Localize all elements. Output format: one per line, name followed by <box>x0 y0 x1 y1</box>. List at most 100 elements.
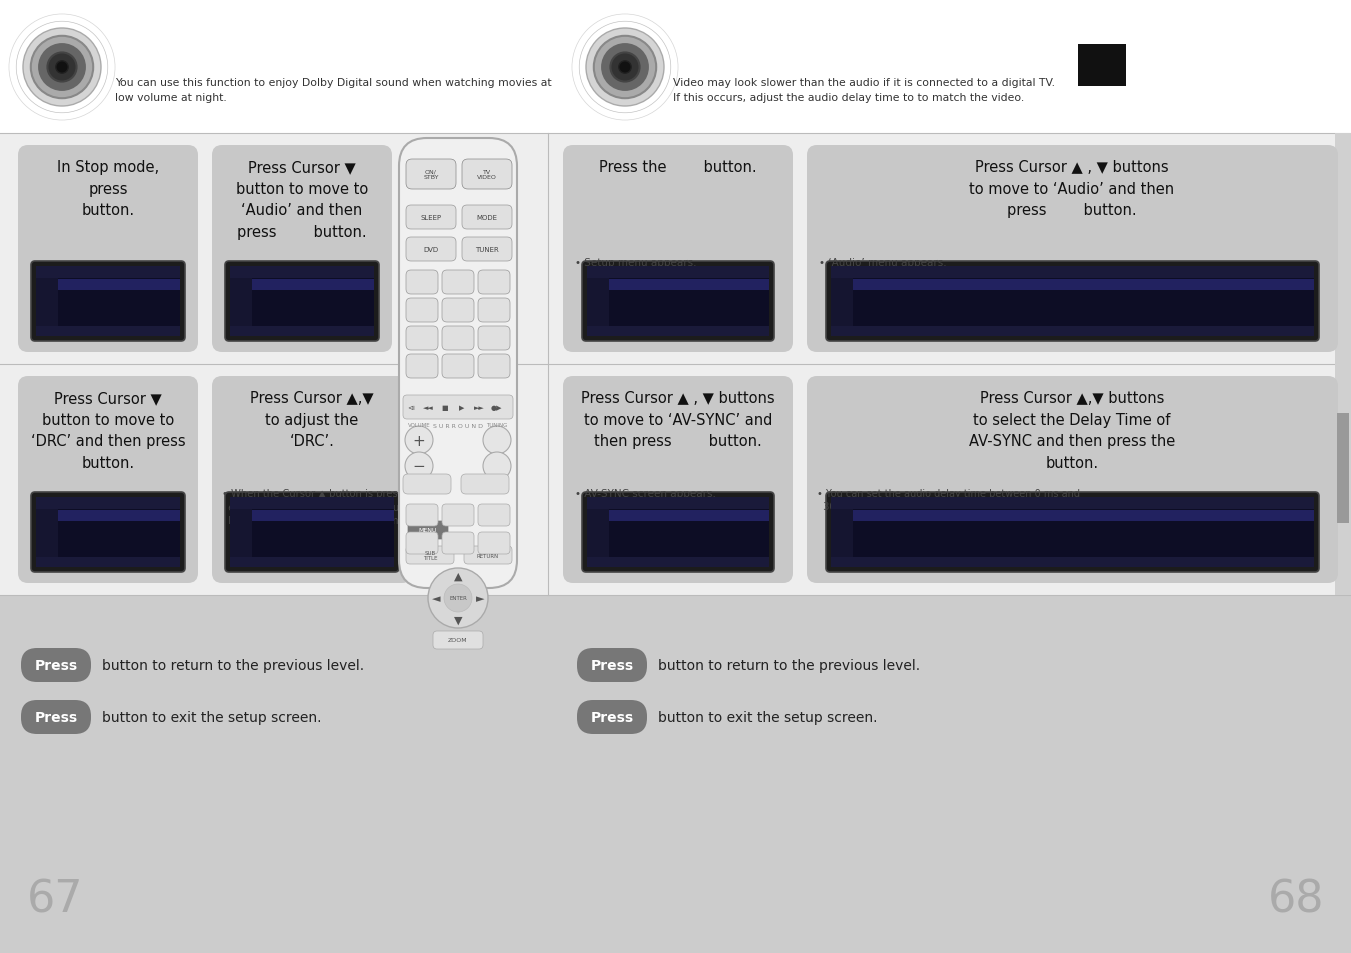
FancyBboxPatch shape <box>461 475 509 495</box>
Circle shape <box>611 53 639 83</box>
FancyBboxPatch shape <box>18 376 199 583</box>
Text: +: + <box>412 433 426 448</box>
Text: Press Cursor ▲,▼
to adjust the
‘DRC’.: Press Cursor ▲,▼ to adjust the ‘DRC’. <box>250 391 374 449</box>
Bar <box>58 533 180 544</box>
FancyBboxPatch shape <box>407 546 454 564</box>
FancyBboxPatch shape <box>212 146 392 353</box>
FancyBboxPatch shape <box>403 475 451 495</box>
Text: Press: Press <box>34 710 77 724</box>
Circle shape <box>586 29 663 107</box>
FancyBboxPatch shape <box>563 146 793 353</box>
Bar <box>0 596 1351 953</box>
FancyBboxPatch shape <box>442 327 474 351</box>
FancyBboxPatch shape <box>407 504 438 526</box>
Bar <box>58 521 180 533</box>
Bar <box>852 533 1315 544</box>
Circle shape <box>603 45 648 91</box>
Text: ▶: ▶ <box>459 405 465 411</box>
Circle shape <box>594 37 657 99</box>
FancyBboxPatch shape <box>825 493 1319 573</box>
Bar <box>58 302 180 314</box>
FancyBboxPatch shape <box>434 631 484 649</box>
FancyBboxPatch shape <box>478 504 509 526</box>
FancyBboxPatch shape <box>807 376 1337 583</box>
FancyBboxPatch shape <box>462 206 512 230</box>
Text: TUNER: TUNER <box>476 247 499 253</box>
Bar <box>230 278 253 336</box>
Text: Press Cursor ▲ , ▼ buttons
to move to ‘AV-SYNC’ and
then press        button.: Press Cursor ▲ , ▼ buttons to move to ‘A… <box>581 391 775 449</box>
FancyBboxPatch shape <box>825 262 1319 341</box>
Bar <box>230 267 374 278</box>
Bar <box>852 557 1315 567</box>
FancyBboxPatch shape <box>807 146 1337 353</box>
Bar <box>852 291 1315 302</box>
FancyBboxPatch shape <box>403 395 513 419</box>
Text: Press Cursor ▲ , ▼ buttons
to move to ‘Audio’ and then
press        button.: Press Cursor ▲ , ▼ buttons to move to ‘A… <box>970 160 1174 218</box>
Bar <box>831 267 1315 336</box>
Text: MENU: MENU <box>419 528 438 533</box>
Bar <box>609 279 769 291</box>
Bar <box>253 291 374 302</box>
FancyBboxPatch shape <box>22 648 91 682</box>
Text: ●▶: ●▶ <box>490 405 501 411</box>
Bar <box>586 497 769 567</box>
Bar <box>1337 414 1350 523</box>
Text: Press: Press <box>590 659 634 672</box>
Text: ■: ■ <box>442 405 449 411</box>
Text: −: − <box>412 459 426 474</box>
Bar <box>58 314 180 325</box>
FancyBboxPatch shape <box>442 533 474 555</box>
Bar <box>230 267 374 336</box>
Bar <box>586 327 769 336</box>
FancyBboxPatch shape <box>408 521 449 539</box>
Text: Press Cursor ▲,▼ buttons
to select the Delay Time of
AV-SYNC and then press the
: Press Cursor ▲,▼ buttons to select the D… <box>969 391 1175 471</box>
Bar <box>230 497 394 567</box>
Bar <box>58 291 180 302</box>
Text: button to return to the previous level.: button to return to the previous level. <box>101 659 365 672</box>
Bar <box>831 278 852 336</box>
FancyBboxPatch shape <box>226 262 380 341</box>
FancyBboxPatch shape <box>582 262 774 341</box>
Bar <box>609 291 769 302</box>
Bar <box>253 521 394 533</box>
Bar <box>852 545 1315 556</box>
Text: ◄◄: ◄◄ <box>423 405 434 411</box>
Circle shape <box>428 568 488 628</box>
Text: MODE: MODE <box>477 214 497 221</box>
Bar <box>0 133 1351 596</box>
FancyBboxPatch shape <box>462 237 512 262</box>
Bar <box>253 326 374 336</box>
Circle shape <box>484 427 511 455</box>
Text: ON/
STBY: ON/ STBY <box>423 170 439 180</box>
Text: • Setup menu appears.: • Setup menu appears. <box>576 257 697 268</box>
Bar <box>609 326 769 336</box>
FancyBboxPatch shape <box>31 493 185 573</box>
Text: Press: Press <box>590 710 634 724</box>
FancyBboxPatch shape <box>478 271 509 294</box>
Bar <box>253 545 394 556</box>
FancyBboxPatch shape <box>18 146 199 353</box>
Bar <box>253 510 394 521</box>
FancyBboxPatch shape <box>407 327 438 351</box>
Bar <box>230 327 374 336</box>
Circle shape <box>55 62 69 74</box>
Text: • ‘Audio’ menu appears.: • ‘Audio’ menu appears. <box>819 257 947 268</box>
Text: RETURN: RETURN <box>477 553 499 558</box>
Bar <box>1335 133 1351 596</box>
FancyBboxPatch shape <box>407 160 457 190</box>
FancyBboxPatch shape <box>399 139 517 588</box>
Bar <box>609 510 769 521</box>
Text: button to return to the previous level.: button to return to the previous level. <box>658 659 920 672</box>
FancyBboxPatch shape <box>577 700 647 734</box>
Bar <box>852 521 1315 533</box>
FancyBboxPatch shape <box>563 376 793 583</box>
Bar <box>609 533 769 544</box>
Circle shape <box>31 37 93 99</box>
Bar <box>586 497 769 510</box>
Bar <box>36 267 180 336</box>
FancyBboxPatch shape <box>407 206 457 230</box>
Text: button to exit the setup screen.: button to exit the setup screen. <box>658 710 878 724</box>
FancyBboxPatch shape <box>442 271 474 294</box>
FancyBboxPatch shape <box>407 237 457 262</box>
Bar <box>609 521 769 533</box>
